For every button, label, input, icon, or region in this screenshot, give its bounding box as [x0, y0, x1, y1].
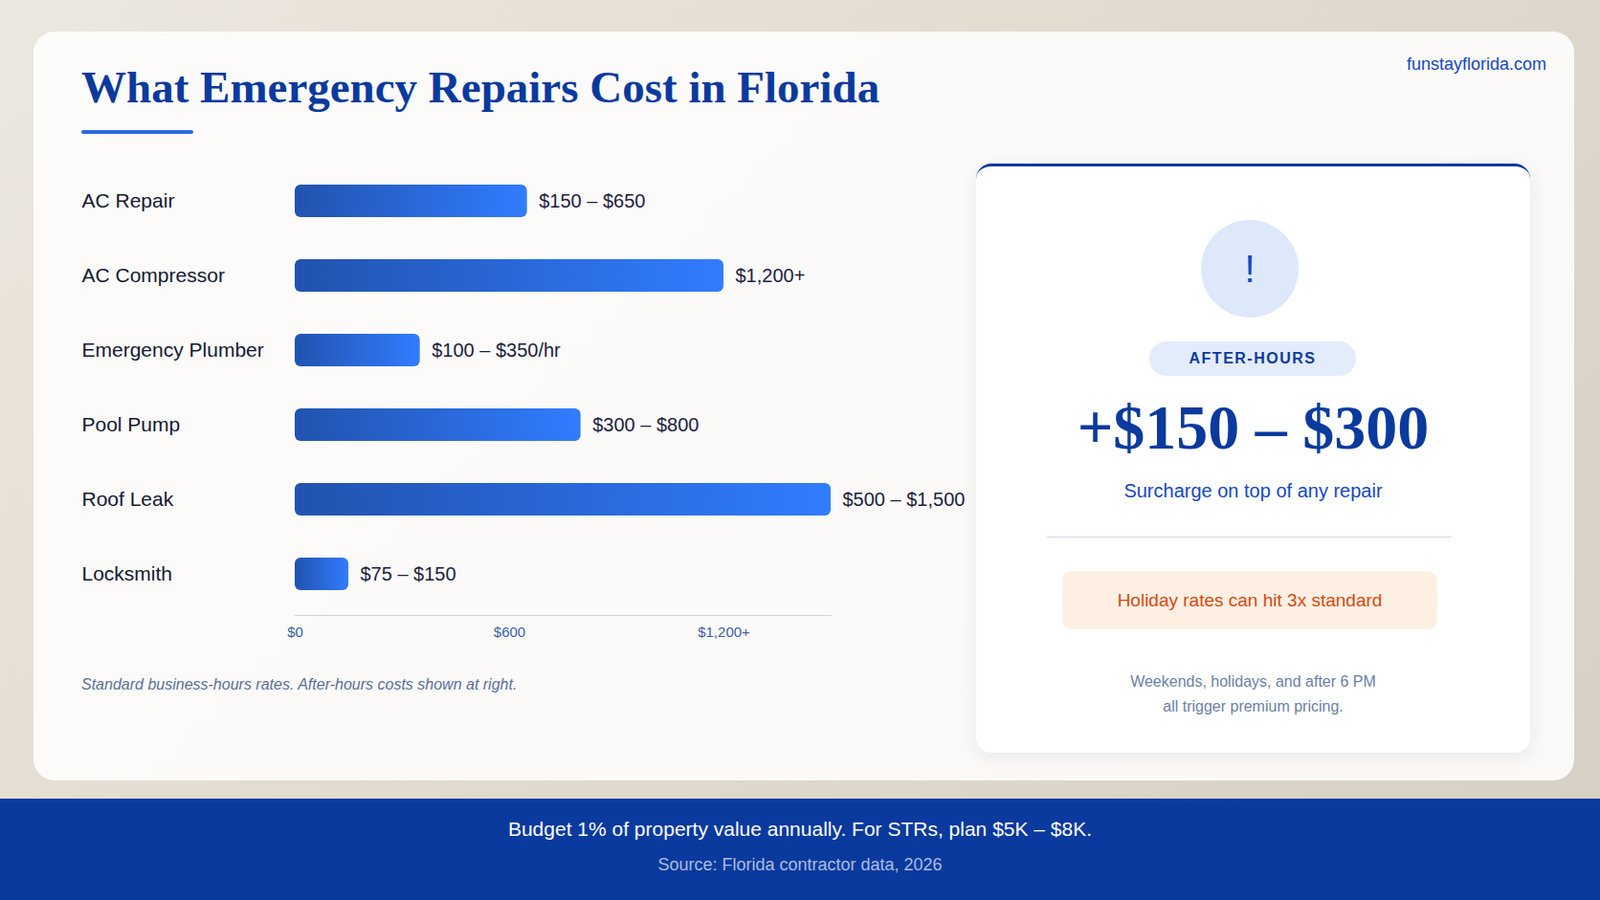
svg-text:$1,200+: $1,200+	[735, 265, 806, 287]
svg-text:$300 – $800: $300 – $800	[592, 414, 699, 436]
html-text:What Emergency Repairs Cost in: What Emergency Repairs Cost in Florida	[81, 62, 880, 112]
html-text:all trigger premium pricing.: all trigger premium pricing.	[1162, 698, 1344, 715]
html-text:Surcharge on top of any repair: Surcharge on top of any repair	[1123, 480, 1383, 502]
svg-text:$500 – $1,500: $500 – $1,500	[843, 488, 966, 511]
svg-text:Roof Leak: Roof Leak	[82, 488, 175, 511]
html-text:Source: Florida contractor dat: Source: Florida contractor data, 2026	[657, 855, 943, 875]
svg-text:Locksmith: Locksmith	[82, 562, 174, 585]
html-text:+$150 – $300: +$150 – $300	[1077, 392, 1429, 463]
svg-text:Pool Pump: Pool Pump	[82, 413, 181, 436]
svg-text:$75 – $150: $75 – $150	[360, 563, 457, 585]
svg-text:Emergency Plumber: Emergency Plumber	[82, 338, 265, 361]
svg-text:$0: $0	[287, 623, 304, 641]
svg-text:AC Repair: AC Repair	[82, 189, 176, 212]
html-text:AFTER-HOURS: AFTER-HOURS	[1188, 350, 1317, 367]
svg-text:$1,200+: $1,200+	[697, 623, 751, 641]
html-text:Budget 1% of property value an: Budget 1% of property value annually. Fo…	[508, 818, 1092, 841]
svg-text:$150 – $650: $150 – $650	[538, 190, 645, 212]
svg-text:$600: $600	[493, 623, 526, 641]
html-text:Standard business-hours rates.: Standard business-hours rates. After-hou…	[81, 676, 518, 693]
html-text:Holiday rates can hit 3x stand: Holiday rates can hit 3x standard	[1117, 590, 1383, 611]
html-text:funstayflorida.com: funstayflorida.com	[1406, 54, 1547, 74]
svg-text:$100 – $350/hr: $100 – $350/hr	[431, 339, 561, 361]
svg-text:AC Compressor: AC Compressor	[82, 264, 225, 287]
html-text:Weekends, holidays, and after: Weekends, holidays, and after 6 PM	[1130, 673, 1376, 690]
